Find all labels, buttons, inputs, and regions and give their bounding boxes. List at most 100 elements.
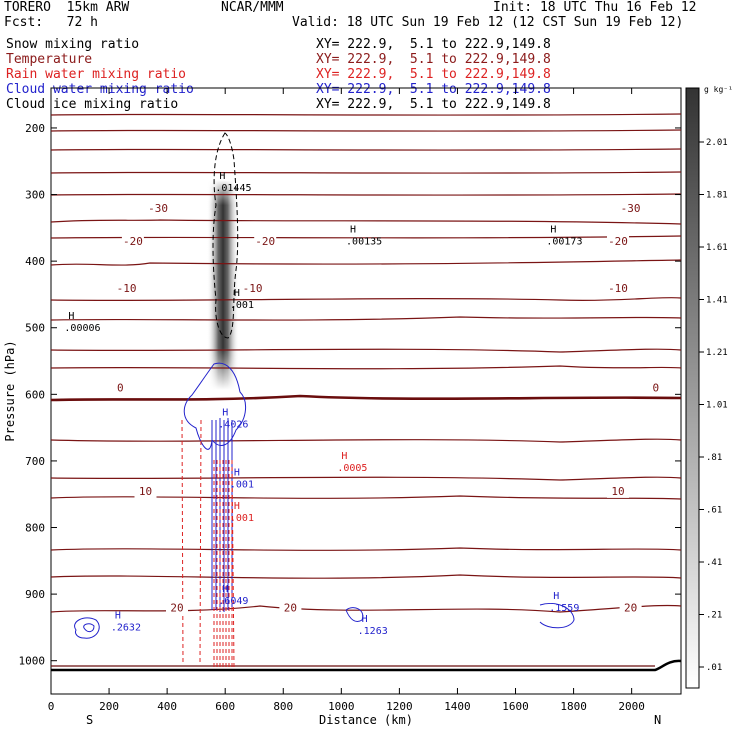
isotherm-label-bg-5 bbox=[115, 281, 138, 295]
colorbar-tick-label-4: .81 bbox=[706, 453, 722, 463]
colorbar-tick-label-1: .21 bbox=[706, 611, 722, 621]
colorbar-tick-label-3: .61 bbox=[706, 506, 722, 516]
field-cloudice-name: Cloud ice mixing ratio bbox=[6, 97, 179, 112]
cloudwater-contours bbox=[74, 362, 575, 639]
x-tick-label-7: 1400 bbox=[444, 700, 471, 713]
y-tick-label-6: 800 bbox=[25, 522, 45, 535]
plot-frame bbox=[50, 87, 682, 695]
y-axis-label: Pressure (hPa) bbox=[3, 340, 17, 441]
x-tick-label-5: 1000 bbox=[328, 700, 355, 713]
colorbar-tick-label-0: .01 bbox=[706, 663, 722, 673]
isotherm-label-bg-10 bbox=[134, 484, 157, 498]
y-tick-label-3: 500 bbox=[25, 322, 45, 335]
isotherm-label-0: -30 bbox=[148, 202, 168, 215]
colorbar-tick-label-8: 1.61 bbox=[706, 243, 728, 253]
isotherm-label-5: -10 bbox=[117, 282, 137, 295]
colorbar: .01.21.41.61.811.011.211.411.611.812.01 … bbox=[685, 85, 733, 689]
maximum-marker-11: H bbox=[362, 614, 368, 625]
maximum-value-2: .00173 bbox=[546, 236, 582, 247]
field-snow-xy: XY= 222.9, 5.1 to 222.9,149.8 bbox=[316, 37, 551, 52]
maximum-marker-4: H bbox=[234, 288, 240, 299]
y-tick-label-5: 700 bbox=[25, 455, 45, 468]
isotherms bbox=[50, 113, 682, 613]
isotherm-label-bg-8 bbox=[109, 381, 132, 395]
field-rain-xy: XY= 222.9, 5.1 to 222.9,149.8 bbox=[316, 67, 551, 82]
maximum-marker-8: H bbox=[234, 501, 240, 512]
colorbar-unit: g kg⁻¹ bbox=[704, 85, 733, 94]
isotherm-label-bg-2 bbox=[121, 235, 144, 249]
isotherm-label-10: 10 bbox=[139, 485, 152, 498]
y-tick-label-4: 600 bbox=[25, 388, 45, 401]
colorbar-tick-label-5: 1.01 bbox=[706, 401, 728, 411]
colorbar-tick-label-9: 1.81 bbox=[706, 191, 728, 201]
isotherm-label-8: 0 bbox=[117, 382, 124, 395]
isotherm-label-12: 20 bbox=[170, 601, 183, 614]
x-tick-label-10: 2000 bbox=[618, 700, 645, 713]
maximum-marker-9: H bbox=[222, 584, 228, 595]
maximum-value-0: .01445 bbox=[215, 183, 251, 194]
isotherm-label-bg-14 bbox=[619, 601, 642, 615]
maximum-value-3: .00006 bbox=[64, 323, 100, 334]
x-tick-label-2: 400 bbox=[157, 700, 177, 713]
ice-contour bbox=[212, 132, 239, 339]
isotherm-label-2: -20 bbox=[123, 235, 143, 248]
maximum-value-7: .001 bbox=[230, 480, 254, 491]
x-tick-label-8: 1600 bbox=[502, 700, 529, 713]
isotherm-label-bg-11 bbox=[607, 484, 629, 498]
maximum-value-6: .0005 bbox=[337, 463, 367, 474]
init-time: Init: 18 UTC Thu 16 Feb 12 bbox=[493, 0, 697, 15]
isotherm-label-14: 20 bbox=[624, 601, 637, 614]
colorbar-tick-label-2: .41 bbox=[706, 558, 722, 568]
maximum-value-10: .1559 bbox=[549, 603, 579, 614]
maximum-value-9: .6049 bbox=[218, 596, 248, 607]
maximum-value-11: .1263 bbox=[358, 626, 388, 637]
forecast-hour: Fcst: 72 h bbox=[4, 15, 98, 30]
isotherm-label-bg-9 bbox=[644, 381, 667, 395]
y-tick-label-7: 900 bbox=[25, 588, 45, 601]
colorbar-tick-label-7: 1.41 bbox=[706, 296, 728, 306]
x-tick-label-0: 0 bbox=[48, 700, 55, 713]
isotherm-label-bg-13 bbox=[279, 601, 302, 615]
colorbar-tick-label-6: 1.21 bbox=[706, 348, 728, 358]
rain-contours bbox=[181, 419, 235, 669]
isotherm-label-13: 20 bbox=[284, 601, 297, 614]
y-tick-label-8: 1000 bbox=[19, 655, 46, 668]
x-axis-label: Distance (km) bbox=[319, 713, 413, 727]
field-cloudwater-name: Cloud water mixing ratio bbox=[6, 82, 194, 97]
field-temperature-name: Temperature bbox=[6, 52, 93, 67]
maximum-marker-5: H bbox=[222, 408, 228, 419]
isotherm-label-bg-6 bbox=[241, 281, 264, 295]
model-title: TORERO 15km ARW bbox=[4, 0, 130, 15]
y-tick-label-1: 300 bbox=[25, 189, 45, 202]
x-tick-label-3: 600 bbox=[215, 700, 235, 713]
maximum-marker-7: H bbox=[234, 468, 240, 479]
maximum-value-4: .001 bbox=[230, 300, 254, 311]
maximum-marker-6: H bbox=[341, 451, 347, 462]
axes: 0 200 400 600 800 1000 1200 1400 1600 1800 2000200… bbox=[19, 88, 681, 713]
isotherm-label-bg-1 bbox=[619, 201, 642, 215]
field-temperature-xy: XY= 222.9, 5.1 to 222.9,149.8 bbox=[316, 52, 551, 67]
x-tick-label-4: 800 bbox=[273, 700, 293, 713]
maximum-marker-2: H bbox=[550, 224, 556, 235]
maximum-marker-0: H bbox=[219, 171, 225, 182]
isotherm-label-bg-3 bbox=[254, 235, 277, 249]
field-cloudwater-xy: XY= 222.9, 5.1 to 222.9,149.8 bbox=[316, 82, 551, 97]
colorbar-tick-label-10: 2.01 bbox=[706, 138, 728, 148]
maximum-value-1: .00135 bbox=[346, 236, 382, 247]
field-cloudice-xy: XY= 222.9, 5.1 to 222.9,149.8 bbox=[316, 97, 551, 112]
maximum-marker-3: H bbox=[68, 311, 74, 322]
isotherm-label-bg-4 bbox=[607, 235, 629, 249]
x-tick-label-9: 1800 bbox=[560, 700, 587, 713]
isotherm-label-6: -10 bbox=[243, 282, 263, 295]
valid-time: Valid: 18 UTC Sun 19 Feb 12 (12 CST Sun … bbox=[292, 15, 684, 30]
maximum-value-5: .4026 bbox=[218, 420, 248, 431]
isotherm-label-1: -30 bbox=[621, 202, 641, 215]
org-title: NCAR/MMM bbox=[221, 0, 284, 15]
isotherm-label-bg-0 bbox=[147, 201, 170, 215]
field-rain-name: Rain water mixing ratio bbox=[6, 67, 187, 82]
isotherm-label-bg-12 bbox=[166, 601, 188, 615]
isotherm-label-11: 10 bbox=[611, 485, 624, 498]
x-left-end-label: S bbox=[86, 713, 93, 727]
